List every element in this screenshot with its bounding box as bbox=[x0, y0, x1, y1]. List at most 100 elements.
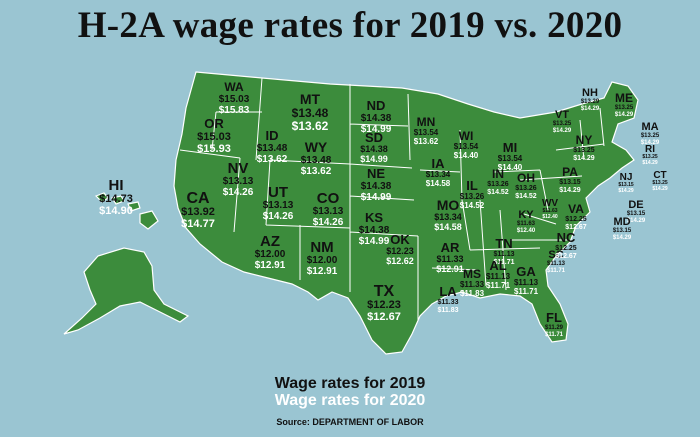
legend-2019-label: Wage rates for 2019 bbox=[274, 375, 426, 392]
state-ca: CA$13.92$14.77 bbox=[181, 190, 215, 230]
wage-2020: $14.29 bbox=[573, 155, 595, 162]
wage-2019: $13.26 bbox=[460, 192, 485, 201]
wage-2019: $13.54 bbox=[498, 154, 523, 163]
wage-2020: $12.62 bbox=[386, 256, 414, 266]
state-nv: NV$13.13$14.26 bbox=[223, 160, 254, 198]
state-va: VA$12.25$12.67 bbox=[565, 202, 587, 231]
state-abbr: PA bbox=[562, 165, 578, 179]
state-nj: NJ$13.15$14.29 bbox=[618, 172, 634, 194]
state-ar: AR$11.33$12.91 bbox=[436, 240, 464, 274]
wage-2020: $14.52 bbox=[487, 189, 509, 196]
state-abbr: MO bbox=[437, 197, 460, 213]
wage-2019: $11.33 bbox=[436, 254, 463, 264]
state-oh: OH$13.26$14.52 bbox=[515, 171, 537, 200]
state-abbr: VA bbox=[568, 202, 584, 216]
wage-2019: $11.63 bbox=[542, 208, 557, 214]
wage-2020: $14.29 bbox=[642, 160, 658, 166]
state-abbr: SD bbox=[365, 130, 383, 145]
wage-2019: $13.25 bbox=[652, 180, 668, 186]
state-ok: OK$12.23$12.62 bbox=[386, 232, 414, 266]
wage-2019: $11.13 bbox=[493, 251, 514, 258]
state-abbr: MD bbox=[613, 216, 630, 228]
state-md: MD$13.15$14.29 bbox=[613, 216, 632, 241]
state-abbr: KY bbox=[518, 209, 534, 221]
wage-2020: $14.29 bbox=[618, 188, 634, 194]
state-abbr: ND bbox=[367, 98, 386, 113]
wage-2020: $12.67 bbox=[565, 224, 587, 231]
state-abbr: LA bbox=[439, 284, 457, 299]
state-abbr: AR bbox=[441, 240, 460, 255]
state-pa: PA$13.15$14.29 bbox=[559, 165, 581, 194]
state-abbr: VT bbox=[555, 109, 569, 121]
wage-2019: $13.25 bbox=[641, 133, 660, 139]
state-wy: WY$13.48$13.62 bbox=[301, 139, 332, 177]
wage-2019: $14.38 bbox=[361, 113, 392, 124]
wage-2020: $14.26 bbox=[263, 211, 294, 222]
state-ri: RI$13.25$14.29 bbox=[642, 144, 658, 166]
wage-2019: $11.63 bbox=[517, 221, 536, 227]
state-de: DE$13.15$14.29 bbox=[627, 199, 646, 224]
wage-2019: $12.23 bbox=[386, 246, 414, 256]
wage-2019: $12.00 bbox=[307, 255, 338, 266]
state-abbr: TN bbox=[495, 236, 512, 251]
state-sd: SD$14.38$14.99 bbox=[360, 130, 388, 164]
hawaii-island-1 bbox=[94, 192, 109, 203]
wage-2020: $11.71 bbox=[514, 287, 539, 296]
state-abbr: HI bbox=[109, 177, 124, 194]
wage-2020: $14.99 bbox=[359, 236, 390, 247]
state-abbr: FL bbox=[546, 310, 562, 325]
state-abbr: UT bbox=[268, 184, 288, 201]
land bbox=[63, 71, 639, 355]
wage-2020: $14.58 bbox=[434, 222, 462, 232]
wage-2020: $12.91 bbox=[436, 264, 464, 274]
state-abbr: WV bbox=[542, 198, 558, 209]
wage-2019: $14.38 bbox=[359, 225, 390, 236]
state-abbr: NM bbox=[310, 239, 333, 256]
page-title: H-2A wage rates for 2019 vs. 2020 bbox=[77, 5, 623, 46]
wage-2020: $11.71 bbox=[545, 332, 564, 338]
state-ky: KY$11.63$12.40 bbox=[517, 209, 536, 234]
wage-2019: $14.38 bbox=[361, 181, 392, 192]
state-hi: HI$14.73$14.90 bbox=[99, 177, 133, 217]
state-abbr: NY bbox=[576, 133, 593, 147]
wage-2020: $14.29 bbox=[627, 218, 646, 224]
wage-2020: $13.62 bbox=[257, 154, 288, 165]
wage-2020: $14.29 bbox=[652, 186, 668, 192]
state-mt: MT$13.48$13.62 bbox=[292, 91, 329, 133]
state-abbr: WI bbox=[459, 129, 474, 143]
wage-2019: $13.25 bbox=[615, 105, 634, 111]
state-nh: NH$13.29$14.29 bbox=[581, 87, 600, 112]
wage-2019: $12.25 bbox=[555, 245, 577, 252]
wage-2020: $13.62 bbox=[301, 166, 332, 177]
state-in: IN$13.26$14.52 bbox=[487, 167, 509, 196]
state-abbr: WA bbox=[224, 80, 244, 94]
wage-2019: $13.54 bbox=[414, 128, 439, 137]
state-abbr: GA bbox=[516, 264, 536, 279]
state-abbr: ID bbox=[266, 128, 279, 143]
state-or: OR$15.03$15.93 bbox=[197, 116, 231, 155]
wage-2019: $12.23 bbox=[367, 299, 401, 311]
state-abbr: IN bbox=[492, 167, 504, 181]
wage-2019: $13.48 bbox=[301, 155, 332, 166]
state-al: AL$11.13$11.71 bbox=[486, 258, 511, 290]
state-abbr: OR bbox=[204, 116, 224, 131]
state-abbr: CT bbox=[653, 170, 666, 181]
state-abbr: RI bbox=[645, 144, 655, 155]
wage-2019: $12.00 bbox=[255, 249, 286, 260]
wage-2020: $12.91 bbox=[255, 260, 286, 271]
wage-2019: $11.13 bbox=[514, 278, 539, 287]
state-abbr: CO bbox=[317, 190, 340, 207]
wage-2019: $13.13 bbox=[263, 200, 294, 211]
state-wv: WV$11.63$12.40 bbox=[542, 198, 558, 220]
state-labels: WA$15.03$15.83OR$15.03$15.93CA$13.92$14.… bbox=[99, 80, 668, 338]
wage-2020: $12.67 bbox=[367, 311, 401, 323]
wage-2020: $14.40 bbox=[498, 163, 523, 172]
wage-2019: $13.92 bbox=[181, 206, 215, 218]
wage-2020: $11.71 bbox=[486, 281, 511, 290]
state-ia: IA$13.34$14.58 bbox=[426, 156, 451, 188]
wage-2019: $13.34 bbox=[434, 212, 462, 222]
wage-2019: $13.15 bbox=[627, 211, 646, 217]
wage-2019: $11.13 bbox=[547, 261, 566, 267]
state-abbr: KS bbox=[365, 210, 383, 225]
wage-2020: $12.67 bbox=[555, 253, 577, 260]
